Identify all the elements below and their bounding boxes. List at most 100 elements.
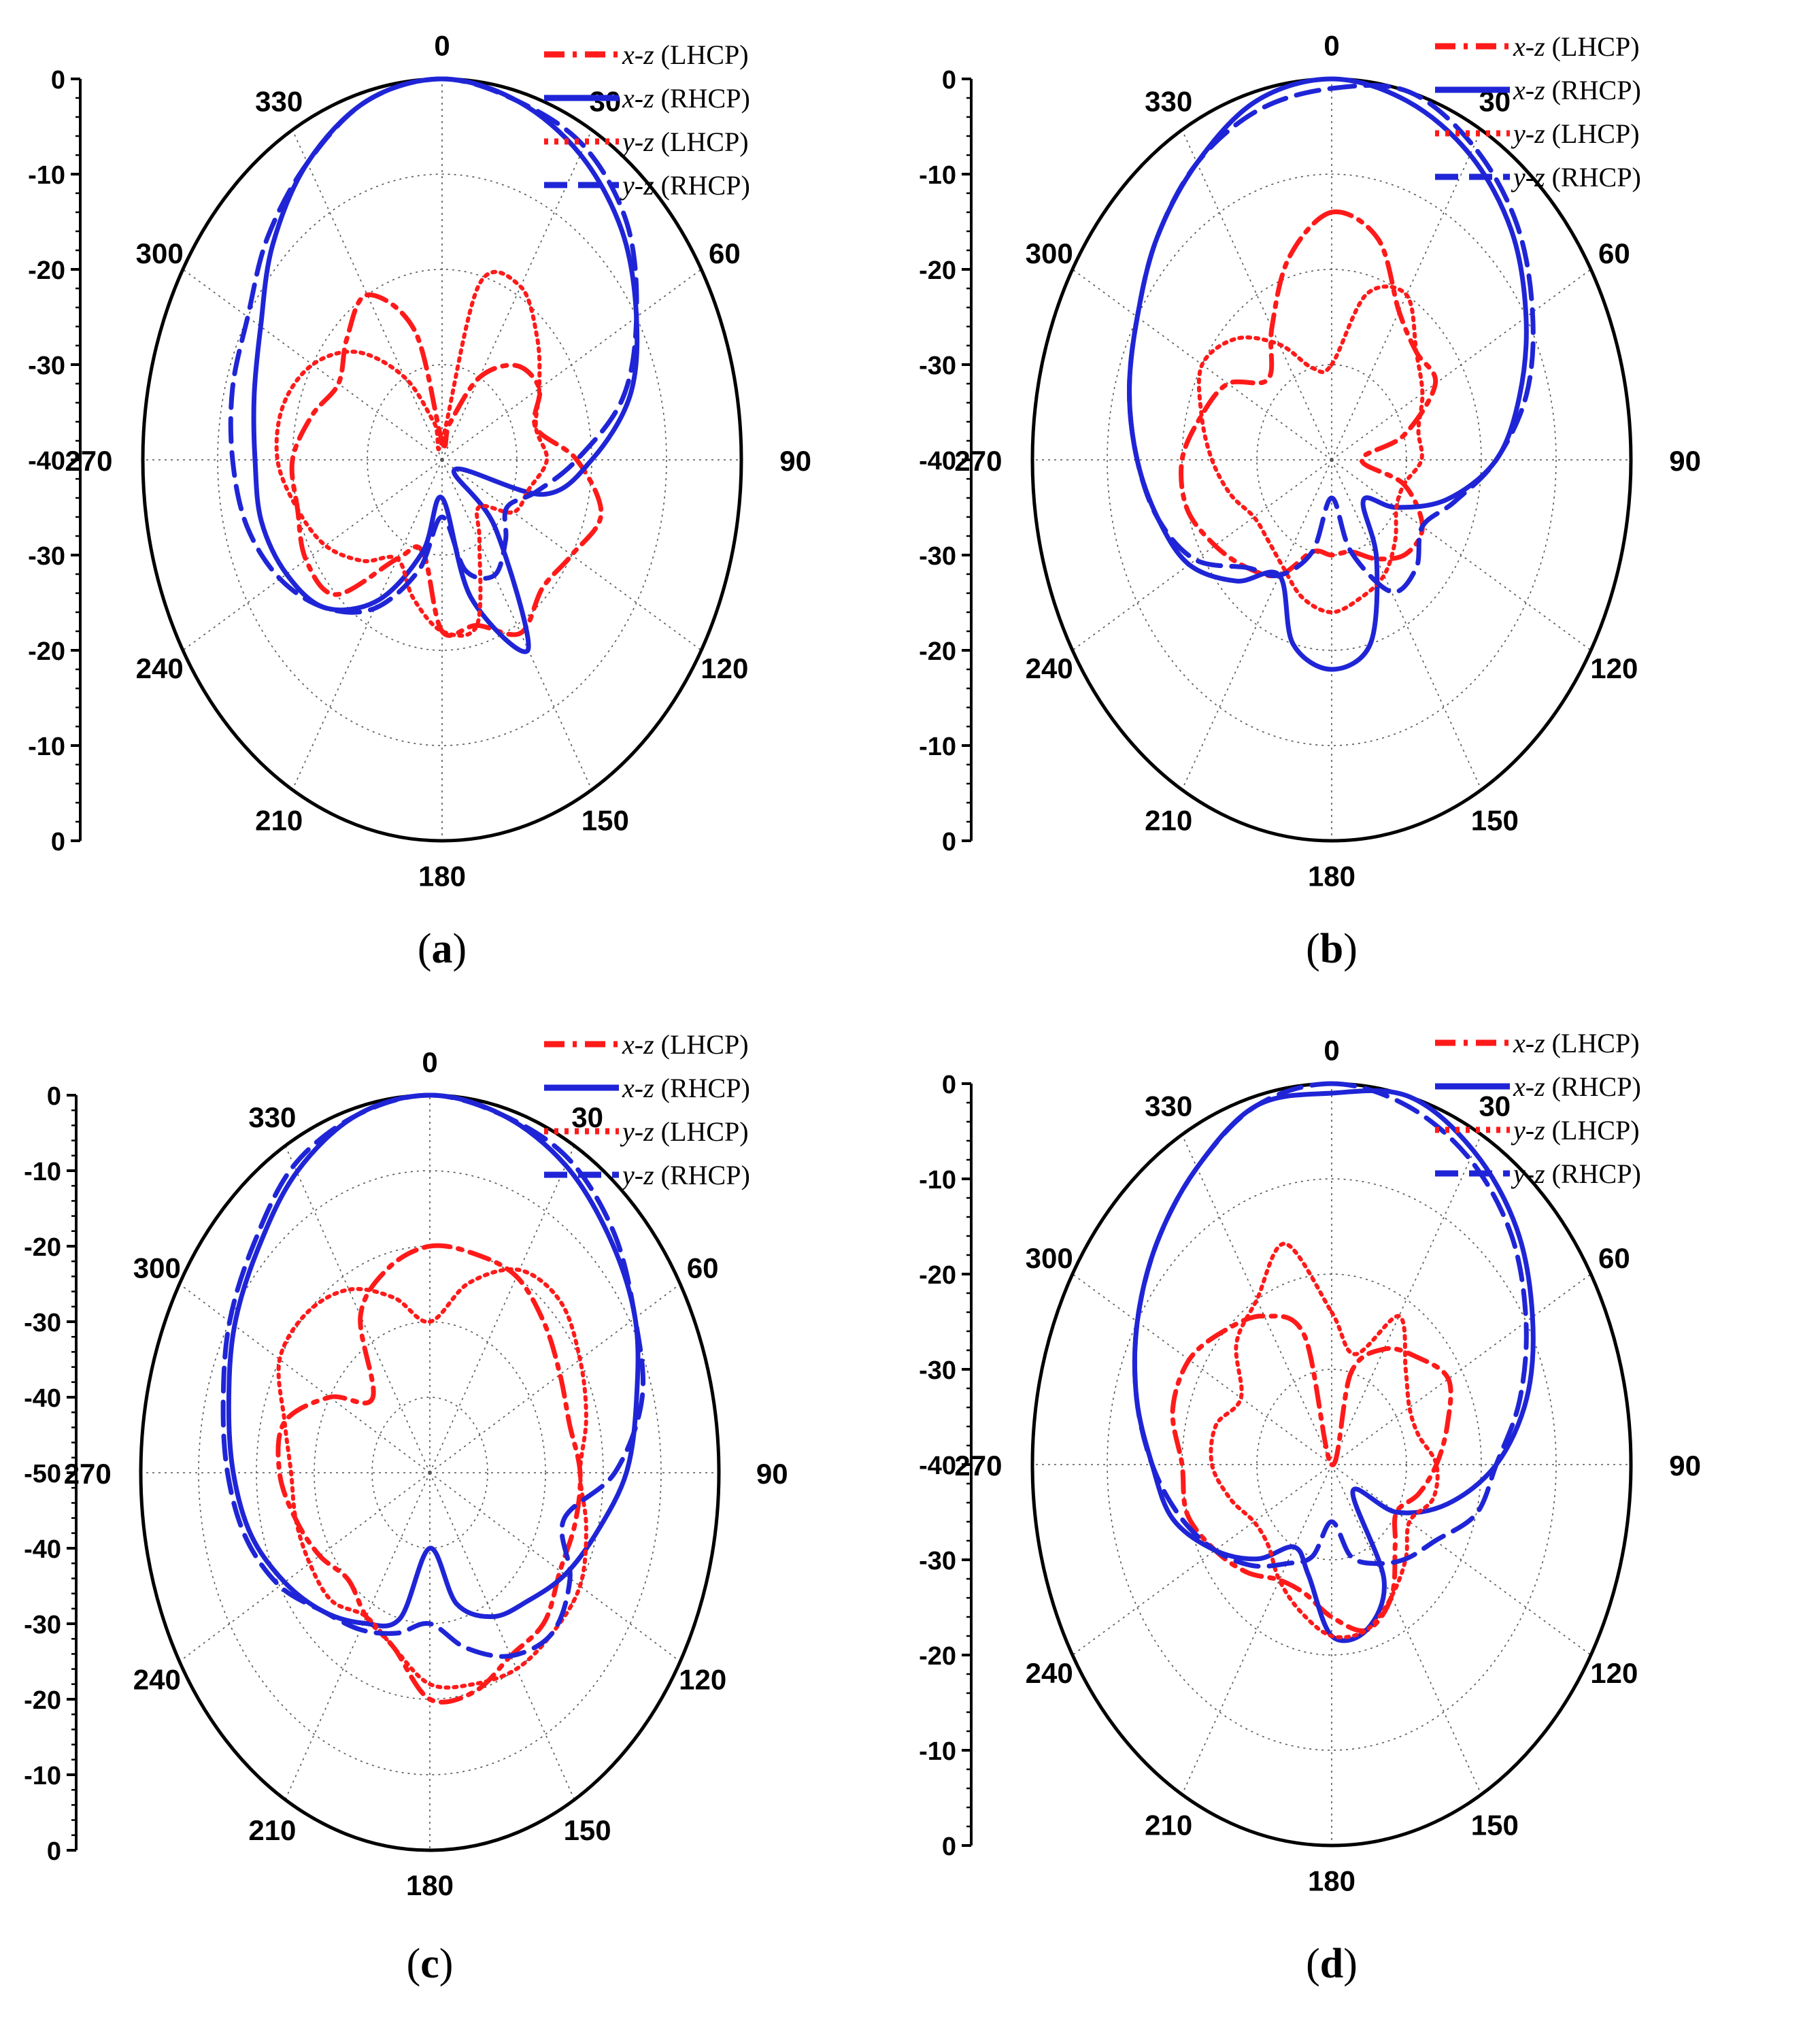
radial-axis-tick-label: -20 bbox=[28, 637, 65, 666]
legend-label-1: x-z (RHCP) bbox=[1513, 75, 1641, 105]
grid-spoke bbox=[1181, 1134, 1332, 1465]
series-y-z-rhcp- bbox=[220, 1092, 645, 1659]
legend-plane: y-z bbox=[620, 127, 654, 157]
panel-label-close: ) bbox=[1343, 926, 1358, 972]
polar-panel-b: 03060901201501802102402703003300-10-20-3… bbox=[919, 30, 1701, 972]
panel-label-close: ) bbox=[439, 1941, 454, 1987]
angle-label-90: 90 bbox=[1669, 1450, 1701, 1482]
series-x-z-lhcp- bbox=[275, 1243, 583, 1705]
grid-spoke bbox=[1331, 129, 1482, 461]
legend: x-z (LHCP)x-z (RHCP)y-z (LHCP)y-z (RHCP) bbox=[1435, 1028, 1641, 1189]
radial-axis-tick-label: 0 bbox=[942, 1071, 956, 1099]
grid-spoke bbox=[1331, 1464, 1482, 1795]
radial-axis-tick-label: -40 bbox=[24, 1384, 61, 1413]
radial-axis-tick-label: -10 bbox=[24, 1762, 61, 1790]
legend-label-1: x-z (RHCP) bbox=[622, 83, 750, 114]
radial-axis-tick-label: -20 bbox=[28, 256, 65, 285]
angle-label-120: 120 bbox=[1590, 1657, 1638, 1689]
polar-panel-a: 03060901201501802102402703003300-10-20-3… bbox=[28, 30, 811, 972]
grid-spoke bbox=[1331, 269, 1591, 461]
legend-plane: y-z bbox=[1511, 162, 1545, 193]
angle-label-60: 60 bbox=[1598, 237, 1630, 269]
radial-axis-tick-label: -30 bbox=[919, 352, 956, 380]
legend-polarization: (LHCP) bbox=[1545, 1028, 1640, 1058]
grid-spoke bbox=[284, 1472, 431, 1800]
legend-polarization: (RHCP) bbox=[1545, 1071, 1641, 1102]
radial-axis-tick-label: -10 bbox=[28, 161, 65, 190]
legend-label-2: y-z (LHCP) bbox=[620, 127, 749, 157]
grid-spoke bbox=[1331, 1464, 1591, 1656]
angle-label-330: 330 bbox=[1145, 1090, 1192, 1122]
angle-label-30: 30 bbox=[571, 1101, 603, 1133]
grid-spoke bbox=[284, 1146, 431, 1473]
panel-label-letter: d bbox=[1320, 1941, 1343, 1987]
angle-label-300: 300 bbox=[136, 237, 184, 269]
legend-plane: y-z bbox=[620, 170, 654, 201]
grid-spoke bbox=[1331, 1273, 1591, 1465]
legend-label-3: y-z (RHCP) bbox=[620, 1160, 750, 1190]
legend-plane: y-z bbox=[620, 1116, 654, 1147]
panel-label-letter: b bbox=[1320, 926, 1343, 972]
grid-ring bbox=[1107, 173, 1557, 746]
angle-label-30: 30 bbox=[589, 85, 621, 117]
legend-polarization: (RHCP) bbox=[1545, 1158, 1641, 1189]
grid-spoke bbox=[429, 1472, 575, 1800]
radial-axis-tick-label: -30 bbox=[28, 542, 65, 571]
grid-spoke bbox=[1181, 1464, 1332, 1795]
legend-polarization: (LHCP) bbox=[1545, 118, 1640, 149]
legend-polarization: (LHCP) bbox=[1545, 1115, 1640, 1146]
legend-polarization: (RHCP) bbox=[1545, 162, 1641, 193]
panel-label-close: ) bbox=[453, 926, 467, 972]
grid-spoke bbox=[182, 459, 443, 651]
series-y-z-rhcp- bbox=[1132, 1081, 1529, 1569]
grid-spoke bbox=[441, 269, 702, 461]
grid-spoke bbox=[1331, 459, 1482, 790]
panel-label-letter: a bbox=[432, 926, 453, 972]
angle-label-90: 90 bbox=[1669, 445, 1701, 477]
radial-axis-tick-label: -30 bbox=[919, 1547, 956, 1575]
legend-plane: x-z bbox=[1513, 75, 1545, 105]
angle-label-270: 270 bbox=[954, 1450, 1002, 1482]
grid-spoke bbox=[1072, 1273, 1332, 1465]
grid-spoke bbox=[292, 129, 443, 461]
grid-spoke bbox=[1072, 1464, 1332, 1656]
angle-label-150: 150 bbox=[582, 805, 629, 837]
angle-label-330: 330 bbox=[248, 1101, 296, 1133]
angle-label-120: 120 bbox=[701, 652, 748, 684]
angle-label-60: 60 bbox=[1598, 1242, 1630, 1274]
radial-axis-tick-label: -20 bbox=[919, 1642, 956, 1671]
legend-plane: x-z bbox=[622, 1029, 654, 1060]
series-x-z-lhcp- bbox=[289, 292, 604, 638]
legend-polarization: (LHCP) bbox=[654, 1116, 749, 1147]
grid-spoke bbox=[429, 1472, 681, 1663]
radial-axis-tick-label: 0 bbox=[47, 1837, 61, 1866]
panel-label: (b) bbox=[1306, 926, 1358, 972]
radial-axis-tick-label: 0 bbox=[942, 66, 956, 95]
radial-axis-tick-label: 0 bbox=[51, 66, 65, 95]
legend-plane: y-z bbox=[1511, 1115, 1545, 1146]
series-y-z-rhcp- bbox=[1127, 83, 1536, 595]
radial-axis-tick-label: -10 bbox=[919, 161, 956, 190]
angle-label-240: 240 bbox=[136, 652, 184, 684]
angle-label-150: 150 bbox=[564, 1814, 611, 1846]
legend-polarization: (LHCP) bbox=[1545, 31, 1640, 62]
radial-axis-tick-label: -20 bbox=[919, 1261, 956, 1290]
radial-axis-tick-label: -20 bbox=[24, 1686, 61, 1715]
radial-axis-tick-label: -10 bbox=[28, 733, 65, 761]
legend-plane: x-z bbox=[1513, 1028, 1545, 1058]
radial-axis-tick-label: -10 bbox=[919, 1737, 956, 1766]
grid-spoke bbox=[1181, 459, 1332, 790]
grid-spoke bbox=[1331, 459, 1591, 651]
panel-label-open: ( bbox=[1306, 926, 1320, 972]
angle-label-120: 120 bbox=[679, 1663, 726, 1695]
legend-plane: x-z bbox=[622, 39, 654, 70]
angle-label-60: 60 bbox=[709, 237, 741, 269]
panel-label: (c) bbox=[407, 1941, 454, 1987]
radial-axis-tick-label: -10 bbox=[24, 1158, 61, 1186]
legend-label-2: y-z (LHCP) bbox=[1511, 118, 1640, 149]
polar-panel-d: 0 30 60 90 120 150 180 210 240 270 300 330 0 -10 -20 -3… bbox=[919, 1028, 1701, 1987]
legend: x-z (LHCP)x-z (RHCP)y-z (LHCP)y-z (RHCP) bbox=[544, 1029, 750, 1190]
angle-label-180: 180 bbox=[1308, 1865, 1355, 1897]
series-x-z-lhcp- bbox=[1179, 209, 1438, 579]
